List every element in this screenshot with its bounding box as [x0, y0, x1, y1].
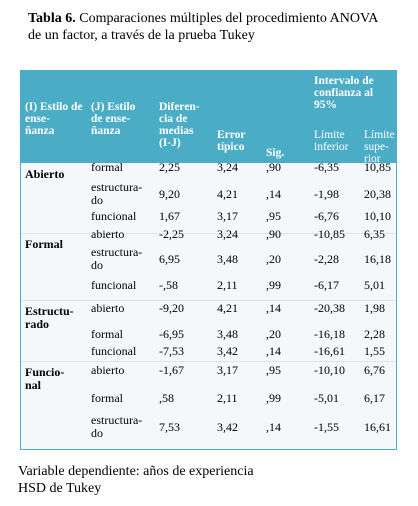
comparison: abierto: [91, 227, 125, 241]
cell: 6,95: [159, 252, 180, 266]
cell: -1,67: [159, 363, 184, 377]
header-cell: Límite inferior: [314, 129, 349, 153]
cell: -2,28: [314, 252, 339, 266]
cell: 6,76: [364, 363, 385, 377]
cell: -16,18: [314, 327, 345, 341]
cell: -1,98: [314, 187, 339, 201]
divider: [21, 300, 396, 301]
cell: ,20: [266, 252, 281, 266]
cell: -7,53: [159, 344, 184, 358]
cell: 16,61: [364, 420, 391, 434]
group-label: Estructu- rado: [25, 304, 74, 331]
cell: ,99: [266, 278, 281, 292]
footer-line: Variable dependiente: años de experienci…: [18, 464, 254, 479]
cell: ,14: [266, 420, 281, 434]
cell: ,14: [266, 344, 281, 358]
header-cell: Intervalo de confianza al 95%: [314, 75, 374, 111]
table: (I) Estilo de ense- ñanza (J) Estilo de e…: [20, 70, 397, 450]
cell: 1,67: [159, 209, 180, 223]
cell: -1,55: [314, 420, 339, 434]
cell: 3,24: [217, 227, 238, 241]
cell: -20,38: [314, 301, 345, 315]
cell: ,20: [266, 327, 281, 341]
cell: -10,85: [314, 227, 345, 241]
header-cell: (I) Estilo de ense- ñanza: [25, 101, 83, 137]
comparison: abierto: [91, 301, 125, 315]
cell: 6,17: [364, 391, 385, 405]
cell: -9,20: [159, 301, 184, 315]
cell: 2,28: [364, 327, 385, 341]
cell: -10,10: [314, 363, 345, 377]
comparison: funcional: [91, 209, 137, 223]
cell: ,95: [266, 363, 281, 377]
title-label: Tabla 6.: [28, 11, 76, 26]
cell: 6,35: [364, 227, 385, 241]
title-text: Comparaciones múltiples del procedimient…: [28, 11, 379, 43]
cell: 1,98: [364, 301, 385, 315]
cell: ,90: [266, 160, 281, 174]
cell: -6,95: [159, 327, 184, 341]
footer: Variable dependiente: años de experienci…: [18, 463, 254, 497]
cell: -16,61: [314, 344, 345, 358]
cell: -2,25: [159, 227, 184, 241]
cell: ,99: [266, 391, 281, 405]
cell: 2,11: [217, 278, 238, 292]
cell: 16,18: [364, 252, 391, 266]
cell: ,14: [266, 187, 281, 201]
cell: -5,01: [314, 391, 339, 405]
cell: 2,25: [159, 160, 180, 174]
header-cell: (J) Estilo de ense- ñanza: [91, 101, 136, 137]
cell: 10,10: [364, 209, 391, 223]
title: Tabla 6. Comparaciones múltiples del pro…: [28, 10, 408, 44]
cell: 4,21: [217, 187, 238, 201]
group-label: Funcio- nal: [25, 365, 65, 392]
cell: 3,48: [217, 252, 238, 266]
cell: 3,48: [217, 327, 238, 341]
cell: ,95: [266, 209, 281, 223]
cell: 3,42: [217, 344, 238, 358]
comparison: formal: [91, 160, 123, 174]
cell: -6,35: [314, 160, 339, 174]
cell: 5,01: [364, 278, 385, 292]
comparison: abierto: [91, 363, 125, 377]
cell: -,58: [159, 278, 178, 292]
divider: [21, 361, 396, 362]
comparison: funcional: [91, 278, 137, 292]
comparison: estructura- do: [91, 413, 143, 440]
cell: ,14: [266, 301, 281, 315]
comparison: estructura- do: [91, 180, 143, 207]
cell: -6,17: [314, 278, 339, 292]
cell: 9,20: [159, 187, 180, 201]
comparison: formal: [91, 327, 123, 341]
comparison: funcional: [91, 344, 137, 358]
divider: [21, 233, 396, 234]
comparison: estructura- do: [91, 245, 143, 272]
cell: 3,24: [217, 160, 238, 174]
table-header: [21, 71, 396, 163]
cell: 20,38: [364, 187, 391, 201]
footer-line: HSD de Tukey: [18, 481, 102, 496]
header-cell: Diferen- cia de medias (I-J): [159, 101, 200, 149]
group-label: Abierto: [25, 167, 65, 181]
cell: -6,76: [314, 209, 339, 223]
header-cell: Sig.: [266, 147, 285, 159]
cell: ,90: [266, 227, 281, 241]
comparison: formal: [91, 391, 123, 405]
cell: 3,42: [217, 420, 238, 434]
cell: 2,11: [217, 391, 238, 405]
header-cell: Error típico: [217, 129, 246, 153]
cell: 1,55: [364, 344, 385, 358]
header-cell: Límite supe- rior: [364, 129, 395, 165]
cell: 3,17: [217, 363, 238, 377]
group-label: Formal: [25, 237, 63, 251]
cell: 4,21: [217, 301, 238, 315]
cell: 10,85: [364, 160, 391, 174]
cell: ,58: [159, 391, 174, 405]
cell: 7,53: [159, 420, 180, 434]
cell: 3,17: [217, 209, 238, 223]
